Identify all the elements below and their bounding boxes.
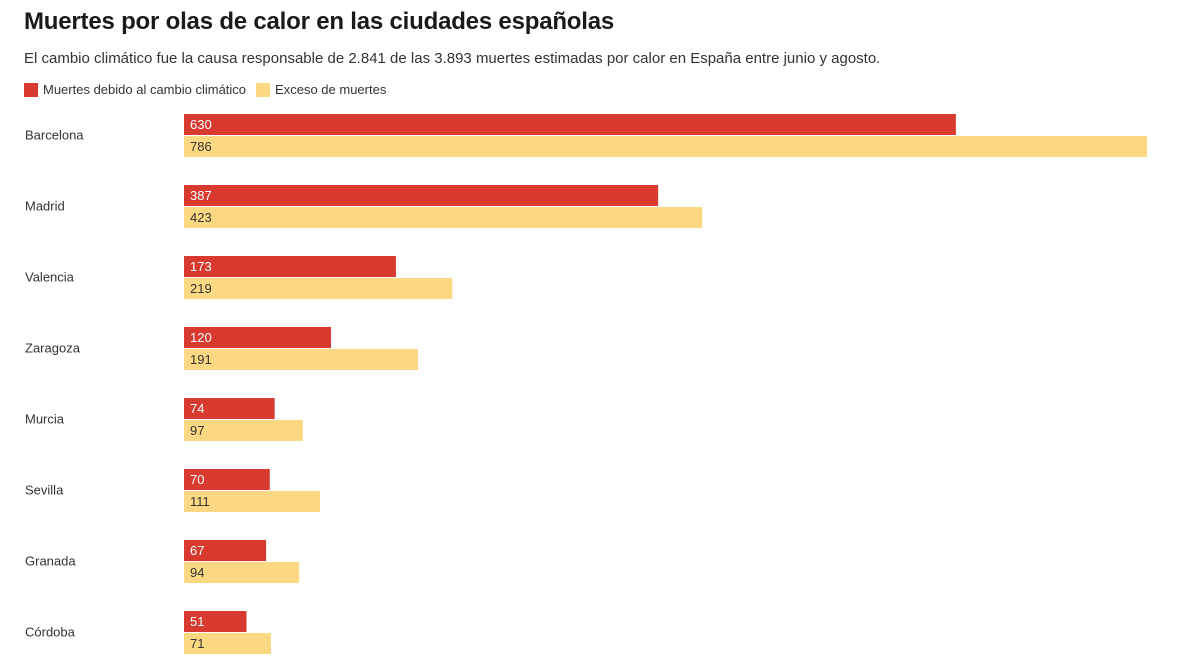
value-label-valencia-excess: 219 <box>190 281 212 296</box>
value-label-granada-excess: 94 <box>190 565 204 580</box>
bar-barcelona-climate <box>184 114 956 135</box>
category-label-barcelona: Barcelona <box>25 128 84 143</box>
bar-granada-excess <box>184 562 300 583</box>
bar-sevilla-climate <box>184 469 270 490</box>
legend-label-climate: Muertes debido al cambio climático <box>43 82 247 97</box>
legend: Muertes debido al cambio climático Exces… <box>24 82 396 97</box>
legend-swatch-climate <box>24 82 38 97</box>
category-label-valencia: Valencia <box>25 270 75 285</box>
value-label-barcelona-excess: 786 <box>190 139 212 154</box>
category-label-madrid: Madrid <box>25 199 65 214</box>
bar-valencia-climate <box>184 256 396 277</box>
legend-item-excess: Exceso de muertes <box>256 82 386 97</box>
chart-title: Muertes por olas de calor en las ciudade… <box>24 8 615 35</box>
value-label-sevilla-excess: 111 <box>190 494 210 509</box>
value-label-madrid-excess: 423 <box>190 210 212 225</box>
value-label-murcia-excess: 97 <box>190 423 204 438</box>
value-label-zaragoza-excess: 191 <box>190 352 212 367</box>
legend-swatch-excess <box>256 82 271 97</box>
category-label-sevilla: Sevilla <box>25 483 64 498</box>
category-label-murcia: Murcia <box>25 412 65 427</box>
category-label-granada: Granada <box>25 554 76 569</box>
value-label-granada-climate: 67 <box>190 543 204 558</box>
bar-zaragoza-excess <box>184 349 419 370</box>
bar-granada-climate <box>184 540 267 561</box>
legend-item-climate: Muertes debido al cambio climático <box>24 82 246 97</box>
chart-subtitle: El cambio climático fue la causa respons… <box>24 50 881 67</box>
value-label-madrid-climate: 387 <box>190 188 212 203</box>
bar-murcia-excess <box>184 420 303 441</box>
category-label-cordoba: Córdoba <box>25 625 76 640</box>
value-label-cordoba-climate: 51 <box>190 614 204 629</box>
bar-madrid-excess <box>184 207 703 228</box>
bar-madrid-climate <box>184 185 659 206</box>
value-label-murcia-climate: 74 <box>190 401 204 416</box>
bar-barcelona-excess <box>184 136 1147 157</box>
value-label-barcelona-climate: 630 <box>190 117 212 132</box>
bar-cordoba-excess <box>184 633 271 654</box>
value-label-valencia-climate: 173 <box>190 259 212 274</box>
value-label-cordoba-excess: 71 <box>190 636 204 651</box>
legend-label-excess: Exceso de muertes <box>275 82 387 97</box>
category-label-zaragoza: Zaragoza <box>25 341 81 356</box>
value-label-sevilla-climate: 70 <box>190 472 204 487</box>
bar-zaragoza-climate <box>184 327 332 348</box>
bar-sevilla-excess <box>184 491 320 512</box>
value-label-zaragoza-climate: 120 <box>190 330 212 345</box>
bar-cordoba-climate <box>184 611 247 632</box>
bar-murcia-climate <box>184 398 275 419</box>
bar-valencia-excess <box>184 278 453 299</box>
